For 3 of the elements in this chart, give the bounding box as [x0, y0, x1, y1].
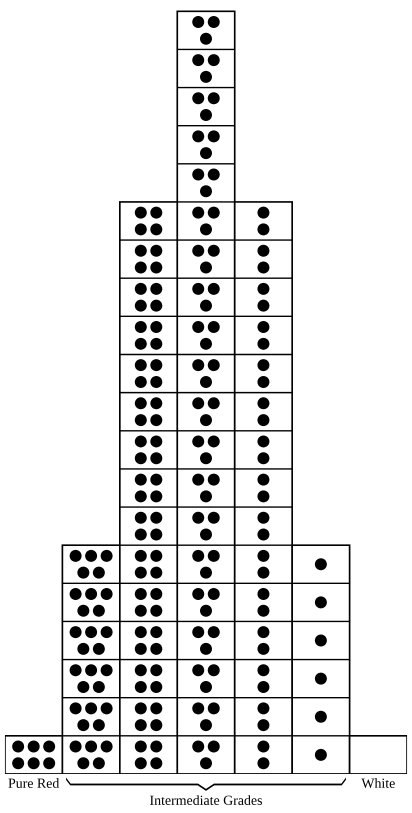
text: Intermediate Grades [150, 795, 262, 805]
x-tick-label: White [361, 778, 395, 788]
x-tick-label: Pure Red [8, 778, 60, 788]
